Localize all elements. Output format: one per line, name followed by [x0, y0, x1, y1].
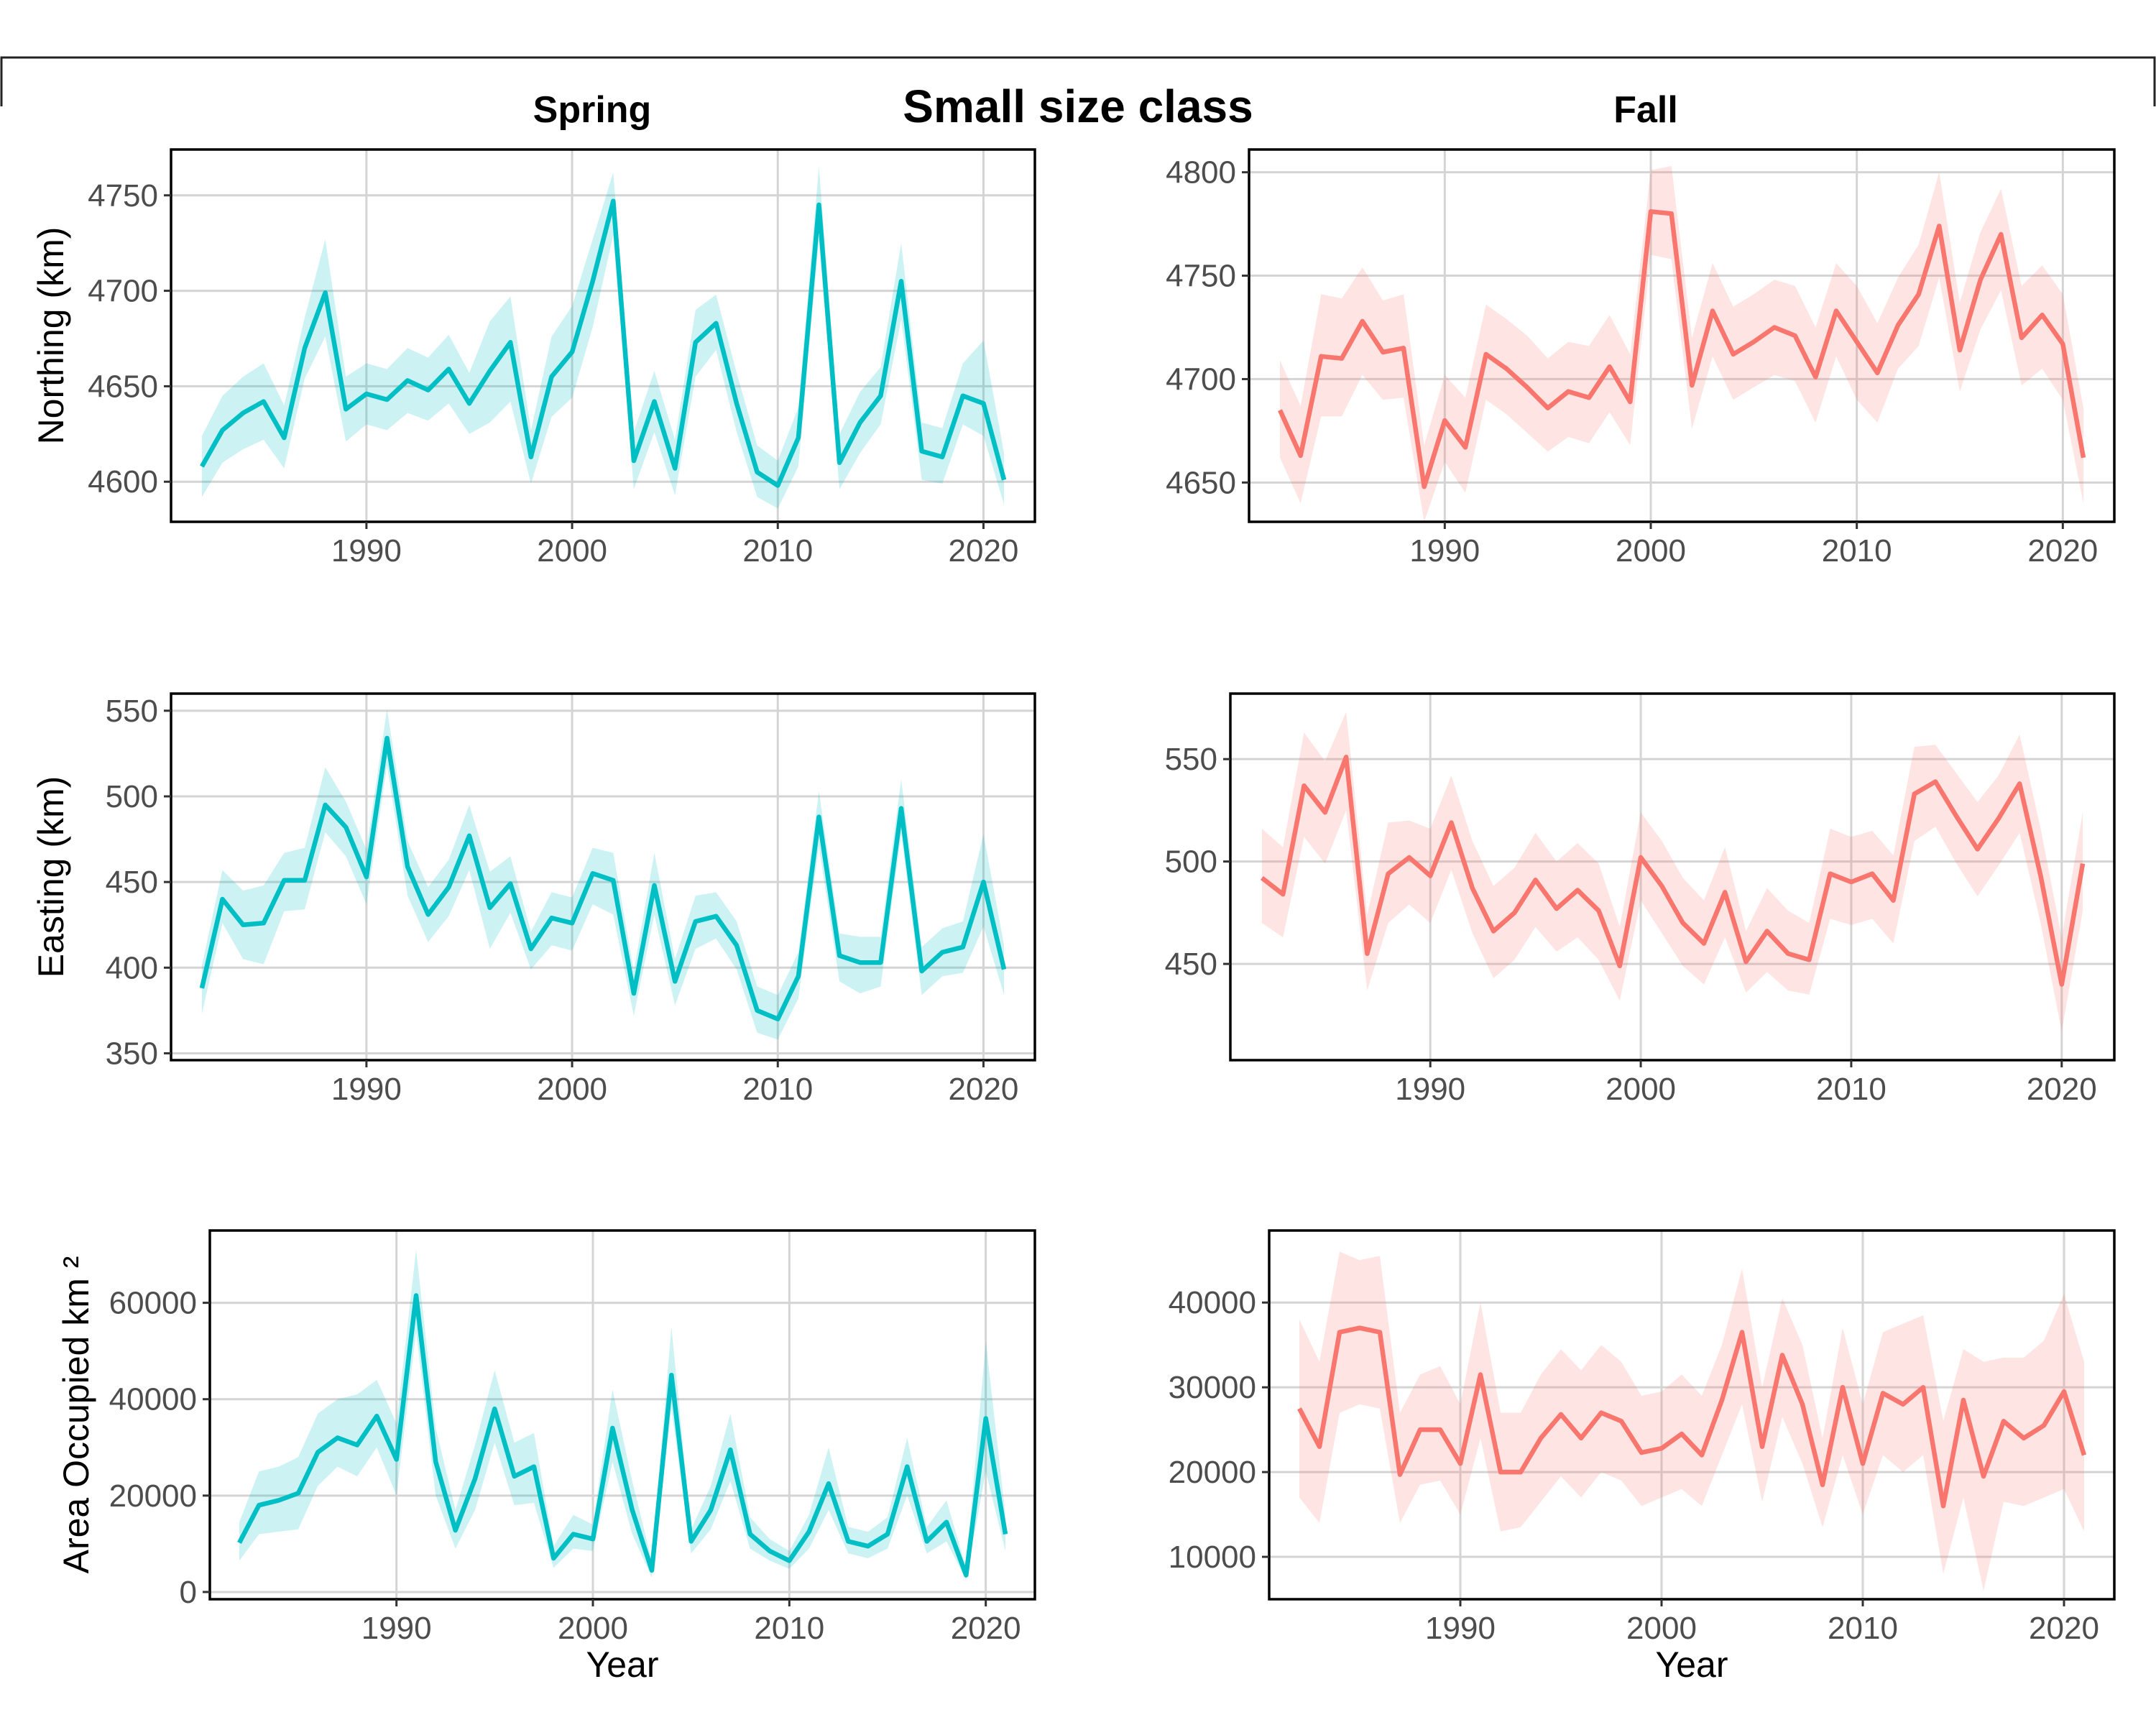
- x-tick-label: 2000: [1626, 1611, 1697, 1646]
- plot-area: [1269, 1230, 2114, 1599]
- x-tick-label: 2010: [754, 1611, 824, 1646]
- figure-bracket: [0, 56, 2156, 106]
- series-confidence-band: [1280, 166, 2083, 522]
- y-tick-label: 4750: [88, 178, 158, 213]
- x-tick-label: 2010: [742, 1072, 813, 1107]
- panel-border: [170, 692, 1036, 1062]
- x-tick-label: 2000: [1616, 533, 1686, 569]
- y-axis-title: Area Occupied km ²: [56, 1256, 96, 1574]
- x-tick-label: 2000: [1606, 1072, 1676, 1107]
- y-tick-label: 500: [106, 779, 158, 814]
- plot-area: [210, 1230, 1035, 1599]
- y-tick-label: 40000: [109, 1382, 197, 1417]
- y-tick-label: 4700: [1166, 362, 1236, 397]
- y-tick-label: 40000: [1169, 1285, 1256, 1320]
- y-tick-label: 4750: [1166, 259, 1236, 294]
- y-tick-label: 4600: [88, 464, 158, 500]
- panel-border: [1268, 1229, 2116, 1601]
- x-tick-label: 1990: [331, 533, 402, 569]
- series-confidence-band: [1261, 712, 2083, 1032]
- panel-border: [1229, 692, 2116, 1062]
- x-tick-label: 1990: [361, 1611, 432, 1646]
- series-line: [1278, 209, 2086, 489]
- panel-fall-area-occupied: 1990 2000 2010 2020 10000 20000 30000 40000: [1169, 1229, 2116, 1646]
- x-tick-label: 2000: [558, 1611, 628, 1646]
- y-axis-title: Northing (km): [31, 227, 71, 445]
- panel-fall-easting: 1990 2000 2010 2020 450 500 550: [1165, 692, 2116, 1107]
- plot-area: [1249, 150, 2114, 522]
- y-tick-label: 550: [106, 694, 158, 729]
- y-tick-label: 4650: [88, 369, 158, 404]
- y-tick-label: 4700: [88, 274, 158, 309]
- panel-border: [208, 1229, 1036, 1601]
- column-title-spring: Spring: [533, 89, 652, 131]
- panel-spring-easting: 1990 2000 2010 2020 350 400 450 500 550 Easting (…: [31, 692, 1036, 1107]
- x-tick-label: 1990: [1395, 1072, 1465, 1107]
- y-tick-label: 550: [1165, 742, 1217, 777]
- x-tick-label: 1990: [331, 1072, 402, 1107]
- x-tick-label: 2020: [2027, 1072, 2097, 1107]
- y-tick-label: 500: [1165, 845, 1217, 880]
- panel-border: [170, 148, 1036, 523]
- y-tick-label: 60000: [109, 1286, 197, 1321]
- x-tick-label: 2010: [1816, 1072, 1886, 1107]
- panel-fall-northing: 1990 2000 2010 2020 4650 4700 4750 4800: [1166, 148, 2116, 569]
- panels: 1990 2000 2010 2020 4600 4650 4700 4750 Northing…: [31, 148, 2116, 1646]
- x-tick-label: 2020: [949, 533, 1019, 569]
- x-tick-label: 2000: [537, 1072, 607, 1107]
- series-line: [200, 198, 1007, 488]
- plot-area: [1230, 694, 2114, 1060]
- series-line: [237, 1293, 1008, 1578]
- series-confidence-band: [239, 1249, 1005, 1581]
- series-confidence-band: [201, 709, 1005, 1040]
- series-line: [1260, 755, 2086, 987]
- series-line: [1297, 1325, 2087, 1509]
- x-tick-label: 2020: [949, 1072, 1019, 1107]
- x-tick-label: 2010: [742, 533, 813, 569]
- y-tick-label: 4650: [1166, 465, 1236, 500]
- x-tick-label: 2020: [2029, 1611, 2099, 1646]
- x-tick-label: 2020: [951, 1611, 1021, 1646]
- panel-spring-northing: 1990 2000 2010 2020 4600 4650 4700 4750 Northing…: [31, 148, 1036, 569]
- y-tick-label: 30000: [1169, 1370, 1256, 1405]
- x-tick-label: 2020: [2027, 533, 2098, 569]
- panel-border: [1248, 148, 2116, 523]
- series-confidence-band: [1299, 1251, 2084, 1591]
- panel-spring-area-occupied: 1990 2000 2010 2020 0 20000 40000 60000 Area Occ…: [56, 1229, 1036, 1646]
- y-tick-label: 400: [106, 950, 158, 985]
- y-tick-label: 20000: [109, 1478, 197, 1514]
- x-axis-title-fall: Year: [1655, 1644, 1728, 1685]
- x-axis-title-spring: Year: [586, 1644, 658, 1685]
- x-tick-label: 1990: [1425, 1611, 1496, 1646]
- y-axis-title: Easting (km): [31, 776, 71, 978]
- y-tick-label: 0: [180, 1575, 197, 1610]
- series-line: [199, 735, 1007, 1022]
- y-tick-label: 450: [106, 865, 158, 900]
- y-tick-label: 350: [106, 1036, 158, 1071]
- x-tick-label: 1990: [1409, 533, 1480, 569]
- x-tick-label: 2010: [1828, 1611, 1898, 1646]
- x-tick-label: 2010: [1822, 533, 1892, 569]
- y-tick-label: 10000: [1169, 1540, 1256, 1575]
- y-tick-label: 4800: [1166, 155, 1236, 190]
- y-tick-label: 450: [1165, 947, 1217, 982]
- column-title-fall: Fall: [1613, 89, 1678, 131]
- y-tick-label: 20000: [1169, 1455, 1256, 1490]
- figure-title: Small size class: [903, 80, 1253, 132]
- x-tick-label: 2000: [537, 533, 607, 569]
